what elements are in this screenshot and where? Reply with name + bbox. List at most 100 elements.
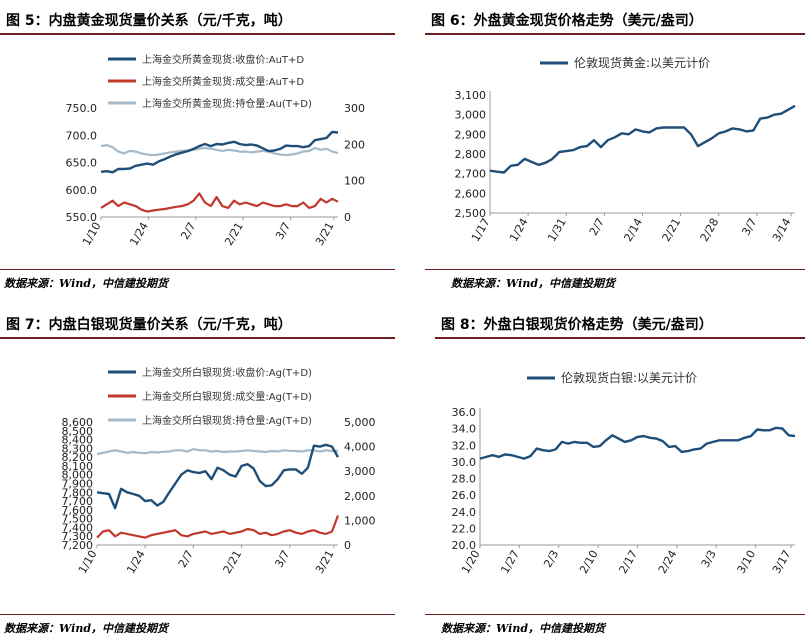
silver-domestic-y-tick-label: 7,600 — [62, 504, 94, 517]
gold-international-x-tick-label: 1/31 — [545, 216, 569, 244]
figure-5-source: 数据来源：Wind，中信建投期货 — [4, 277, 169, 290]
silver-international-y-tick-label: 36.0 — [452, 406, 477, 419]
silver-international-x-tick-label: 2/24 — [656, 548, 680, 576]
figure-8-title: 图 8：外盘白银现货价格走势（美元/盎司） — [441, 317, 713, 333]
gold-domestic-series-0-line — [100, 130, 339, 174]
gold-international-x-tick-label: 3/7 — [739, 216, 759, 238]
silver-domestic-x-tick-label: 3/21 — [313, 548, 337, 576]
silver-domestic-y-tick-label: 8,200 — [62, 451, 94, 464]
silver-domestic-y-tick-label: 8,100 — [62, 460, 94, 473]
silver-domestic-series-1-line — [96, 515, 340, 539]
silver-international-y-tick-label: 22.0 — [452, 522, 477, 535]
figure-6-title-rule — [425, 33, 805, 35]
silver-domestic-legend-label-0: 上海金交所白银现货:收盘价:Ag(T+D) — [142, 366, 312, 379]
gold-international-x-tick-label: 1/17 — [469, 216, 493, 244]
gold-domestic-y2-tick-label: 0 — [344, 211, 351, 224]
silver-domestic-y-tick-label: 7,900 — [62, 478, 94, 491]
gold-domestic-y-tick-label: 600.0 — [66, 184, 98, 197]
figure-7-title: 图 7：内盘白银现货量价关系（元/千克，吨） — [6, 317, 292, 333]
gold-domestic-x-tick-label: 3/21 — [313, 220, 337, 248]
figure-5-title: 图 5：内盘黄金现货量价关系（元/千克，吨） — [6, 13, 292, 29]
silver-international-x-tick-label: 1/27 — [498, 548, 522, 576]
figure-7-source-rule — [0, 614, 395, 615]
silver-international-y-tick-label: 26.0 — [452, 489, 477, 502]
figure-6-source-rule — [425, 269, 805, 270]
gold-domestic-series-1-line — [100, 192, 339, 213]
gold-international-series-0-line — [489, 104, 796, 174]
figure-8-title-rule — [435, 337, 805, 339]
gold-domestic-y2-tick-label: 300 — [344, 102, 365, 115]
gold-international-x-tick-label: 1/24 — [507, 216, 531, 244]
silver-domestic-y-tick-label: 7,400 — [62, 521, 94, 534]
silver-domestic-y2-tick-label: 1,000 — [344, 514, 376, 527]
silver-domestic-x-tick-label: 1/24 — [124, 548, 148, 576]
gold-domestic-x-tick-label: 1/24 — [127, 220, 151, 248]
silver-domestic-legend-label-2: 上海金交所白银现货:持仓量:Ag(T+D) — [142, 414, 312, 427]
silver-domestic-y-tick-label: 8,500 — [62, 425, 94, 438]
silver-international-x-tick-label: 3/3 — [699, 548, 719, 570]
gold-domestic-y2-tick-label: 100 — [344, 175, 365, 188]
silver-domestic-y-tick-label: 7,500 — [62, 513, 94, 526]
gold-domestic-y-tick-label: 750.0 — [66, 102, 98, 115]
figure-7-source: 数据来源：Wind，中信建投期货 — [4, 622, 169, 635]
figure-6-source: 数据来源：Wind，中信建投期货 — [451, 277, 616, 290]
gold-domestic-legend-label-0: 上海金交所黄金现货:收盘价:AuT+D — [142, 53, 304, 66]
silver-domestic-y2-tick-label: 4,000 — [344, 441, 376, 454]
figure-5-source-rule — [0, 269, 395, 270]
gold-domestic-series-2-line — [100, 144, 339, 157]
gold-international-x-tick-label: 3/14 — [770, 216, 794, 244]
gold-domestic-legend-label-1: 上海金交所黄金现货:成交量:AuT+D — [142, 75, 304, 88]
silver-international-x-tick-label: 2/17 — [616, 548, 640, 576]
figure-5-title-rule — [0, 33, 395, 35]
figure-8-source: 数据来源：Wind，中信建投期货 — [441, 622, 606, 635]
silver-domestic-y-tick-label: 7,200 — [62, 539, 94, 552]
gold-international-y-tick-label: 2,500 — [455, 207, 487, 220]
gold-international-y-tick-label: 3,000 — [455, 109, 487, 122]
silver-domestic-x-tick-label: 2/7 — [176, 548, 196, 570]
silver-domestic-y-tick-label: 7,800 — [62, 486, 94, 499]
silver-domestic-x-tick-label: 3/7 — [272, 548, 292, 570]
silver-international-y-tick-label: 34.0 — [452, 423, 477, 436]
figure-8-source-rule — [425, 614, 805, 615]
gold-international-y-tick-label: 2,800 — [455, 148, 487, 161]
figure-6-title: 图 6：外盘黄金现货价格走势（美元/盎司） — [431, 13, 703, 29]
gold-domestic-x-tick-label: 1/10 — [80, 220, 104, 248]
gold-international-y-tick-label: 2,600 — [455, 187, 487, 200]
silver-international-y-tick-label: 24.0 — [452, 506, 477, 519]
silver-domestic-y-tick-label: 8,000 — [62, 469, 94, 482]
silver-international-legend-label-0: 伦敦现货白银:以美元计价 — [561, 370, 697, 385]
gold-domestic-legend-label-2: 上海金交所黄金现货:持仓量:Au(T+D) — [142, 97, 312, 110]
silver-international-y-tick-label: 32.0 — [452, 439, 477, 452]
silver-domestic-y-tick-label: 8,300 — [62, 442, 94, 455]
gold-domestic-x-tick-label: 2/21 — [222, 220, 246, 248]
silver-domestic-series-0-line — [96, 443, 340, 510]
silver-domestic-y2-tick-label: 0 — [344, 539, 351, 552]
gold-international-x-tick-label: 2/14 — [621, 216, 645, 244]
silver-domestic-legend-label-1: 上海金交所白银现货:成交量:Ag(T+D) — [142, 390, 312, 403]
silver-domestic-y-tick-label: 8,600 — [62, 416, 94, 429]
gold-domestic-y-tick-label: 650.0 — [66, 157, 98, 170]
silver-domestic-y-tick-label: 8,400 — [62, 434, 94, 447]
silver-domestic-y-tick-label: 7,700 — [62, 495, 94, 508]
silver-international-series-0-line — [479, 426, 796, 460]
silver-international-x-tick-label: 2/10 — [577, 548, 601, 576]
gold-international-y-tick-label: 3,100 — [455, 89, 487, 102]
silver-international-x-tick-label: 3/17 — [770, 548, 794, 576]
gold-domestic-x-tick-label: 3/7 — [273, 220, 293, 242]
silver-international-y-tick-label: 30.0 — [452, 456, 477, 469]
figure-7-title-rule — [0, 337, 395, 339]
silver-domestic-y2-tick-label: 2,000 — [344, 490, 376, 503]
gold-domestic-y2-tick-label: 200 — [344, 138, 365, 151]
silver-domestic-x-tick-label: 1/10 — [76, 548, 100, 576]
silver-domestic-series-2-line — [96, 448, 338, 456]
silver-international-y-tick-label: 20.0 — [452, 539, 477, 552]
gold-international-legend-label-0: 伦敦现货黄金:以美元计价 — [574, 55, 710, 70]
silver-domestic-y2-tick-label: 5,000 — [344, 416, 376, 429]
silver-international-y-tick-label: 28.0 — [452, 473, 477, 486]
silver-international-x-tick-label: 2/3 — [541, 548, 561, 570]
gold-international-y-tick-label: 2,900 — [455, 128, 487, 141]
silver-international-x-tick-label: 1/20 — [459, 548, 483, 576]
gold-international-x-tick-label: 2/21 — [660, 216, 684, 244]
gold-domestic-x-tick-label: 2/7 — [178, 220, 198, 242]
